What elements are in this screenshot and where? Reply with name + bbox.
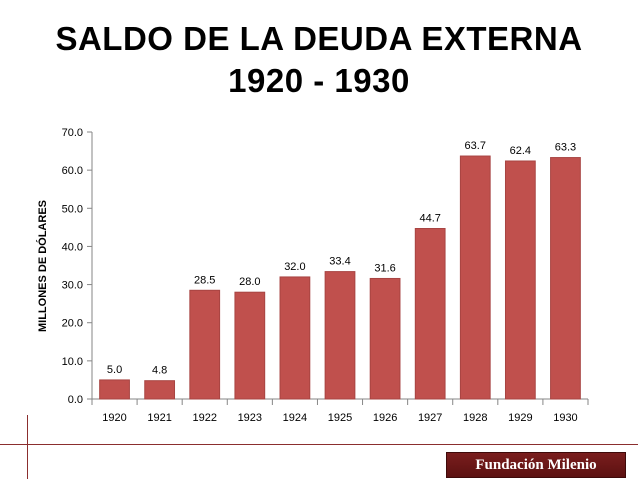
data-label: 63.7 xyxy=(465,140,486,152)
y-axis-title: MILLONES DE DÓLARES xyxy=(37,199,49,333)
data-label: 33.4 xyxy=(329,256,350,268)
bar-chart: 0.0 10.0 20.0 30.0 40.0 50.0 60.0 70.0 1920 1921 1… xyxy=(62,127,589,424)
data-label: 32.0 xyxy=(284,261,305,273)
bar xyxy=(234,291,266,400)
bar xyxy=(414,228,446,400)
x-tick-label: 1923 xyxy=(238,412,262,424)
y-tick-label: 70.0 xyxy=(62,127,83,139)
bar xyxy=(324,271,356,400)
y-tick-label: 60.0 xyxy=(62,165,83,177)
data-label: 44.7 xyxy=(419,213,440,225)
x-tick-label: 1921 xyxy=(147,412,171,424)
bar xyxy=(144,380,176,400)
x-tick-label: 1924 xyxy=(283,412,307,424)
x-tick-label: 1922 xyxy=(192,412,216,424)
bar xyxy=(279,276,311,400)
bar xyxy=(459,155,491,400)
x-tick-label: 1930 xyxy=(553,412,577,424)
x-tick-label: 1927 xyxy=(418,412,442,424)
x-tick-label: 1920 xyxy=(102,412,126,424)
chart-title-line2: 1920 - 1930 xyxy=(228,62,410,99)
chart-title-line1: SALDO DE LA DEUDA EXTERNA xyxy=(55,20,583,57)
y-tick-label: 20.0 xyxy=(62,318,83,330)
y-tick-label: 50.0 xyxy=(62,203,83,215)
x-tick-label: 1928 xyxy=(463,412,487,424)
bar xyxy=(189,289,221,400)
data-label: 5.0 xyxy=(107,364,122,376)
y-tick-label: 40.0 xyxy=(62,241,83,253)
x-tick-label: 1929 xyxy=(508,412,532,424)
data-label: 31.6 xyxy=(374,262,395,274)
x-tick-label: 1925 xyxy=(328,412,352,424)
data-label: 28.0 xyxy=(239,276,260,288)
x-tick-label: 1926 xyxy=(373,412,397,424)
bar xyxy=(504,160,536,400)
data-label: 4.8 xyxy=(152,365,167,377)
y-tick-label: 10.0 xyxy=(62,356,83,368)
data-label: 28.5 xyxy=(194,274,215,286)
chart-title: SALDO DE LA DEUDA EXTERNA 1920 - 1930 xyxy=(0,18,638,102)
data-label: 62.4 xyxy=(510,145,531,157)
y-tick-label: 30.0 xyxy=(62,280,83,292)
bar xyxy=(550,157,581,400)
footer-vertical-rule xyxy=(27,415,28,479)
bar xyxy=(369,277,401,400)
y-tick-label: 0.0 xyxy=(68,394,83,406)
brand-logo: Fundación Milenio xyxy=(446,452,626,478)
footer-divider xyxy=(0,444,638,445)
bar xyxy=(99,379,130,400)
data-label: 63.3 xyxy=(555,142,576,154)
